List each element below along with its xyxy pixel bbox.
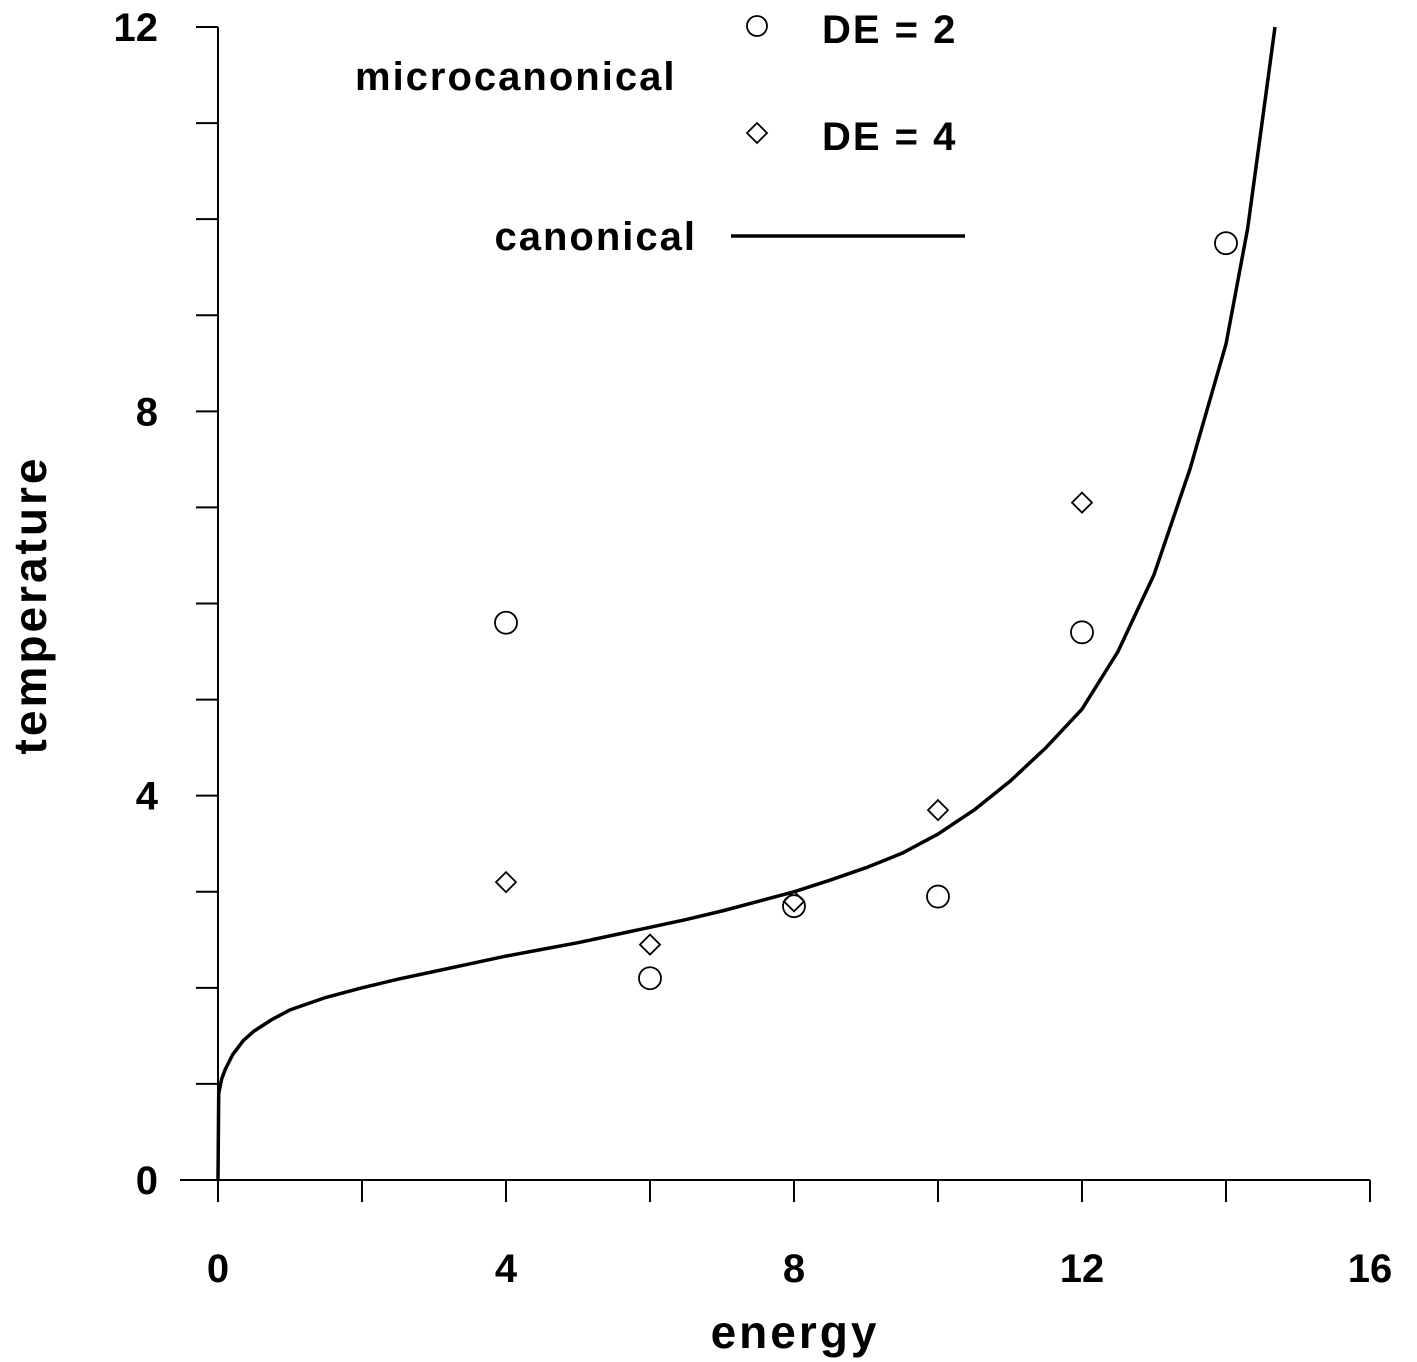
- legend-group-label: microcanonical: [355, 55, 676, 99]
- y-axis-title: temperature: [4, 456, 56, 755]
- data-point-circle: [1214, 231, 1238, 256]
- y-tick-label: 12: [114, 6, 159, 50]
- data-point-circle: [494, 610, 518, 635]
- legend-diamond-marker: [745, 121, 769, 145]
- markers-group: [494, 231, 1238, 991]
- legend-label-de4: DE = 4: [822, 115, 957, 159]
- y-tick-label: 4: [136, 775, 159, 819]
- legend-label-de2: DE = 2: [822, 8, 957, 52]
- y-tick-label: 0: [136, 1159, 158, 1203]
- x-tick-label: 12: [1060, 1247, 1105, 1291]
- x-tick-label: 4: [495, 1247, 518, 1291]
- data-point-circle: [1070, 620, 1094, 645]
- data-point-diamond: [1070, 491, 1094, 514]
- axes: 0 4 8 12 0 4 8 12 16: [114, 6, 1393, 1291]
- legend-circle-marker: [746, 15, 768, 37]
- data-point-circle: [782, 894, 806, 919]
- data-point-diamond: [494, 870, 518, 894]
- legend-label-canonical: canonical: [494, 215, 697, 259]
- canonical-curve: [216, 26, 1277, 1181]
- data-point-diamond: [926, 798, 950, 822]
- data-point-diamond: [782, 890, 806, 913]
- x-tick-label: 16: [1348, 1247, 1393, 1291]
- canonical-curve-group: [216, 26, 1277, 1181]
- x-tick-label: 8: [783, 1247, 805, 1291]
- data-point-diamond: [638, 933, 662, 956]
- x-tick-label: 0: [207, 1247, 229, 1291]
- data-point-circle: [638, 966, 662, 991]
- y-tick-label: 8: [136, 390, 158, 434]
- legend: microcanonical DE = 2 DE = 4 canonical: [355, 8, 965, 259]
- data-point-circle: [926, 884, 950, 909]
- x-axis-title: energy: [711, 1306, 880, 1358]
